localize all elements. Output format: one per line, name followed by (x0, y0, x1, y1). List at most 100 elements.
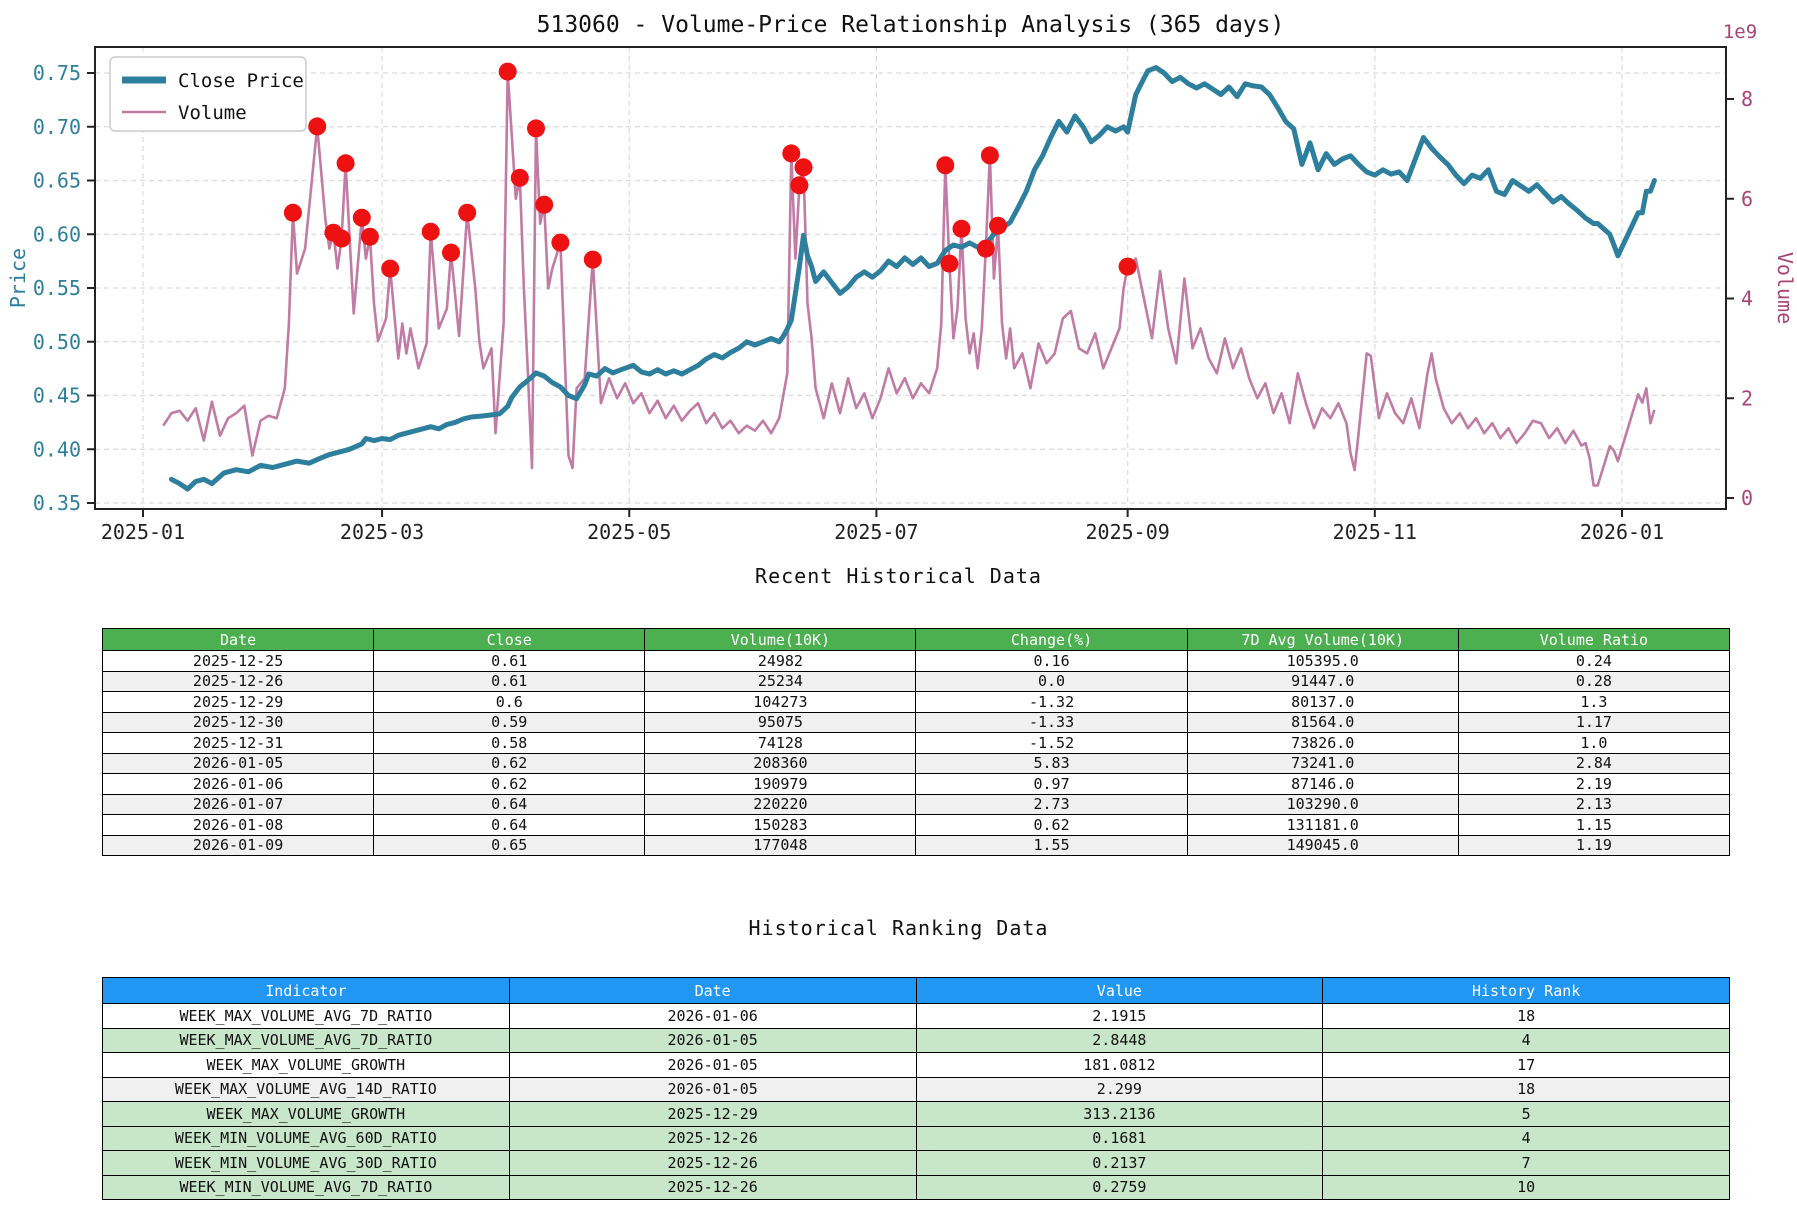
table-cell: 1.15 (1457, 814, 1731, 836)
volume-spike-marker (940, 254, 959, 273)
ranking-table-heading: Historical Ranking Data (748, 916, 1049, 940)
table-cell: 95075 (644, 711, 917, 733)
table-cell: 1.0 (1457, 732, 1731, 754)
table-cell: 24982 (644, 650, 917, 672)
volume-spike-marker (989, 216, 1007, 235)
table-cell: WEEK_MIN_VOLUME_AVG_60D_RATIO (102, 1125, 510, 1151)
recent-table-heading: Recent Historical Data (755, 564, 1042, 588)
table-cell: 2.19 (1457, 773, 1731, 795)
table-row: WEEK_MIN_VOLUME_AVG_30D_RATIO 2025-12-26 0… (102, 1150, 1730, 1176)
table-row: WEEK_MAX_VOLUME_AVG_7D_RATIO 2026-01-05 2.… (102, 1027, 1730, 1053)
table-cell: WEEK_MAX_VOLUME_AVG_7D_RATIO (102, 1003, 510, 1029)
table-cell: 2.299 (915, 1076, 1324, 1102)
table-cell: 5 (1322, 1101, 1730, 1127)
table-cell: WEEK_MAX_VOLUME_GROWTH (102, 1101, 510, 1127)
volume-spike-marker (360, 227, 379, 246)
table-cell: 0.65 (373, 834, 646, 856)
table-cell: 0.62 (915, 814, 1188, 836)
table-cell: 0.59 (373, 711, 646, 733)
table-cell: 103290.0 (1186, 793, 1459, 815)
x-tick-label: 2025-01 (101, 520, 185, 544)
volume-spike-marker (421, 222, 440, 241)
table-cell: 91447.0 (1186, 670, 1459, 692)
table-cell: 181.0812 (915, 1052, 1324, 1078)
volume-spike-marker (352, 208, 371, 227)
table-cell: 74128 (644, 732, 917, 754)
volume-spike-marker (952, 219, 971, 238)
table-row: 2025-12-30 0.59 95075 -1.33 81564.0 1.17 (101, 711, 1731, 733)
volume-tick-label: 6 (1741, 187, 1753, 211)
table-cell: 0.6 (373, 691, 646, 713)
table-cell: 0.28 (1457, 670, 1731, 692)
table-cell: 2.8448 (915, 1027, 1324, 1053)
table-row: 2026-01-05 0.62 208360 5.83 73241.0 2.84 (101, 752, 1731, 774)
table-cell: 2026-01-09 (101, 834, 375, 856)
table-cell: 5.83 (915, 752, 1188, 774)
table-cell: 313.2136 (915, 1101, 1324, 1127)
table-cell: 2025-12-30 (101, 711, 375, 733)
volume-spike-marker (381, 259, 400, 278)
volume-price-chart: 0.35 0.40 0.45 0.50 0.55 0.60 0.65 0.70 0.75 0 2 4 6… (6, 12, 1797, 544)
table-cell: 2026-01-07 (101, 793, 375, 815)
table-cell: 0.64 (373, 793, 646, 815)
table-cell: 2025-12-26 (508, 1150, 917, 1176)
table-cell: WEEK_MAX_VOLUME_AVG_14D_RATIO (102, 1076, 510, 1102)
table-cell: 4 (1322, 1125, 1730, 1151)
volume-spike-marker (442, 243, 460, 262)
table-cell: 131181.0 (1186, 814, 1459, 836)
volume-tick-label: 4 (1741, 287, 1753, 311)
volume-spike-marker (976, 239, 995, 258)
table-cell: 208360 (644, 752, 917, 774)
table-header-row: Date Close Volume(10K) Change(%) 7D Avg Volu… (101, 628, 1731, 651)
historical-ranking-table: Indicator Date Value History Rank WEEK_MAX_V… (102, 977, 1730, 1200)
table-cell: 80137.0 (1186, 691, 1459, 713)
table-cell: 2025-12-25 (101, 650, 375, 672)
volume-axis-multiplier: 1e9 (1723, 21, 1757, 43)
table-cell: 4 (1322, 1027, 1730, 1053)
x-tick-label: 2025-03 (340, 520, 424, 544)
column-header: Date (101, 628, 375, 651)
table-cell: 2026-01-05 (508, 1076, 917, 1102)
price-tick-label: 0.60 (33, 222, 81, 246)
price-tick-label: 0.50 (33, 330, 81, 354)
table-cell: 2025-12-29 (101, 691, 375, 713)
table-cell: 0.62 (373, 752, 646, 774)
table-cell: 0.62 (373, 773, 646, 795)
table-cell: 149045.0 (1186, 834, 1459, 856)
volume-spike-marker (336, 154, 355, 173)
table-cell: 2026-01-05 (508, 1052, 917, 1078)
table-cell: 0.0 (915, 670, 1188, 692)
table-cell: -1.33 (915, 711, 1188, 733)
table-cell: 1.17 (1457, 711, 1731, 733)
volume-spike-marker (535, 195, 554, 214)
plot-border (94, 46, 1727, 510)
table-cell: -1.32 (915, 691, 1188, 713)
table-row: 2026-01-08 0.64 150283 0.62 131181.0 1.15 (101, 814, 1731, 836)
price-tick-label: 0.45 (33, 384, 81, 408)
table-cell: 1.19 (1457, 834, 1731, 856)
volume-spike-marker (1118, 257, 1137, 276)
table-row: 2025-12-25 0.61 24982 0.16 105395.0 0.24 (101, 650, 1731, 672)
volume-spike-marker (283, 203, 302, 222)
table-cell: 0.24 (1457, 650, 1731, 672)
column-header: Close (373, 628, 646, 651)
table-cell: 2.1915 (915, 1003, 1324, 1029)
table-cell: 17 (1322, 1052, 1730, 1078)
table-cell: WEEK_MAX_VOLUME_AVG_7D_RATIO (102, 1027, 510, 1053)
table-cell: 2026-01-05 (508, 1027, 917, 1053)
table-cell: 2026-01-08 (101, 814, 375, 836)
table-cell: WEEK_MAX_VOLUME_GROWTH (102, 1052, 510, 1078)
table-cell: 190979 (644, 773, 917, 795)
price-tick-label: 0.35 (33, 491, 81, 515)
table-cell: 87146.0 (1186, 773, 1459, 795)
column-header: History Rank (1322, 977, 1730, 1004)
volume-spike-marker (782, 144, 801, 163)
table-cell: 150283 (644, 814, 917, 836)
table-row: WEEK_MAX_VOLUME_GROWTH 2026-01-05 181.0812… (102, 1052, 1730, 1078)
table-row: WEEK_MAX_VOLUME_AVG_7D_RATIO 2026-01-06 2.… (102, 1003, 1730, 1029)
price-tick-label: 0.70 (33, 115, 81, 139)
table-cell: 0.58 (373, 732, 646, 754)
table-cell: 177048 (644, 834, 917, 856)
volume-spike-marker (332, 229, 351, 248)
